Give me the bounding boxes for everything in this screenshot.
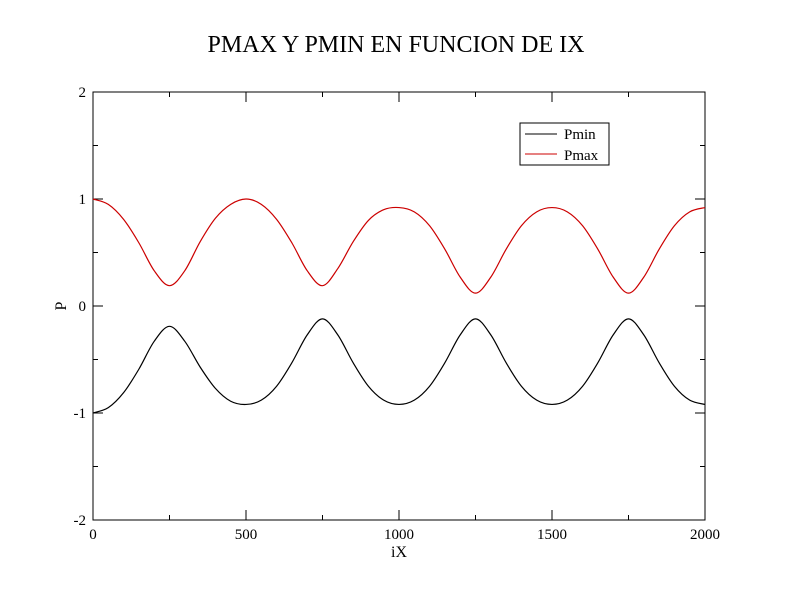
x-tick-label: 1500	[537, 527, 567, 543]
y-axis-label: P	[53, 301, 70, 310]
series-line-pmin	[92, 318, 706, 414]
chart-title: PMAX Y PMIN EN FUNCION DE IX	[207, 32, 585, 58]
ticks: 0 500 1000 1500 2000 -2 -1 0 1 2	[74, 85, 721, 543]
x-tick-label: 500	[235, 527, 258, 543]
legend-box	[519, 122, 610, 166]
legend: Pmin Pmax	[519, 122, 610, 166]
y-tick-label: -1	[74, 406, 87, 422]
legend-label-pmin: Pmin	[564, 127, 596, 143]
plot-frame	[92, 91, 706, 521]
y-tick-label: 0	[79, 299, 87, 315]
series-line-pmax	[92, 198, 706, 294]
y-tick-label: -2	[74, 513, 87, 529]
x-tick-label: 2000	[690, 527, 720, 543]
x-tick-label: 0	[89, 527, 97, 543]
x-axis-label: iX	[391, 544, 407, 561]
legend-label-pmax: Pmax	[564, 148, 599, 164]
x-tick-label: 1000	[384, 527, 414, 543]
series-lines	[92, 198, 706, 414]
y-tick-label: 2	[79, 85, 87, 101]
y-tick-label: 1	[79, 192, 87, 208]
